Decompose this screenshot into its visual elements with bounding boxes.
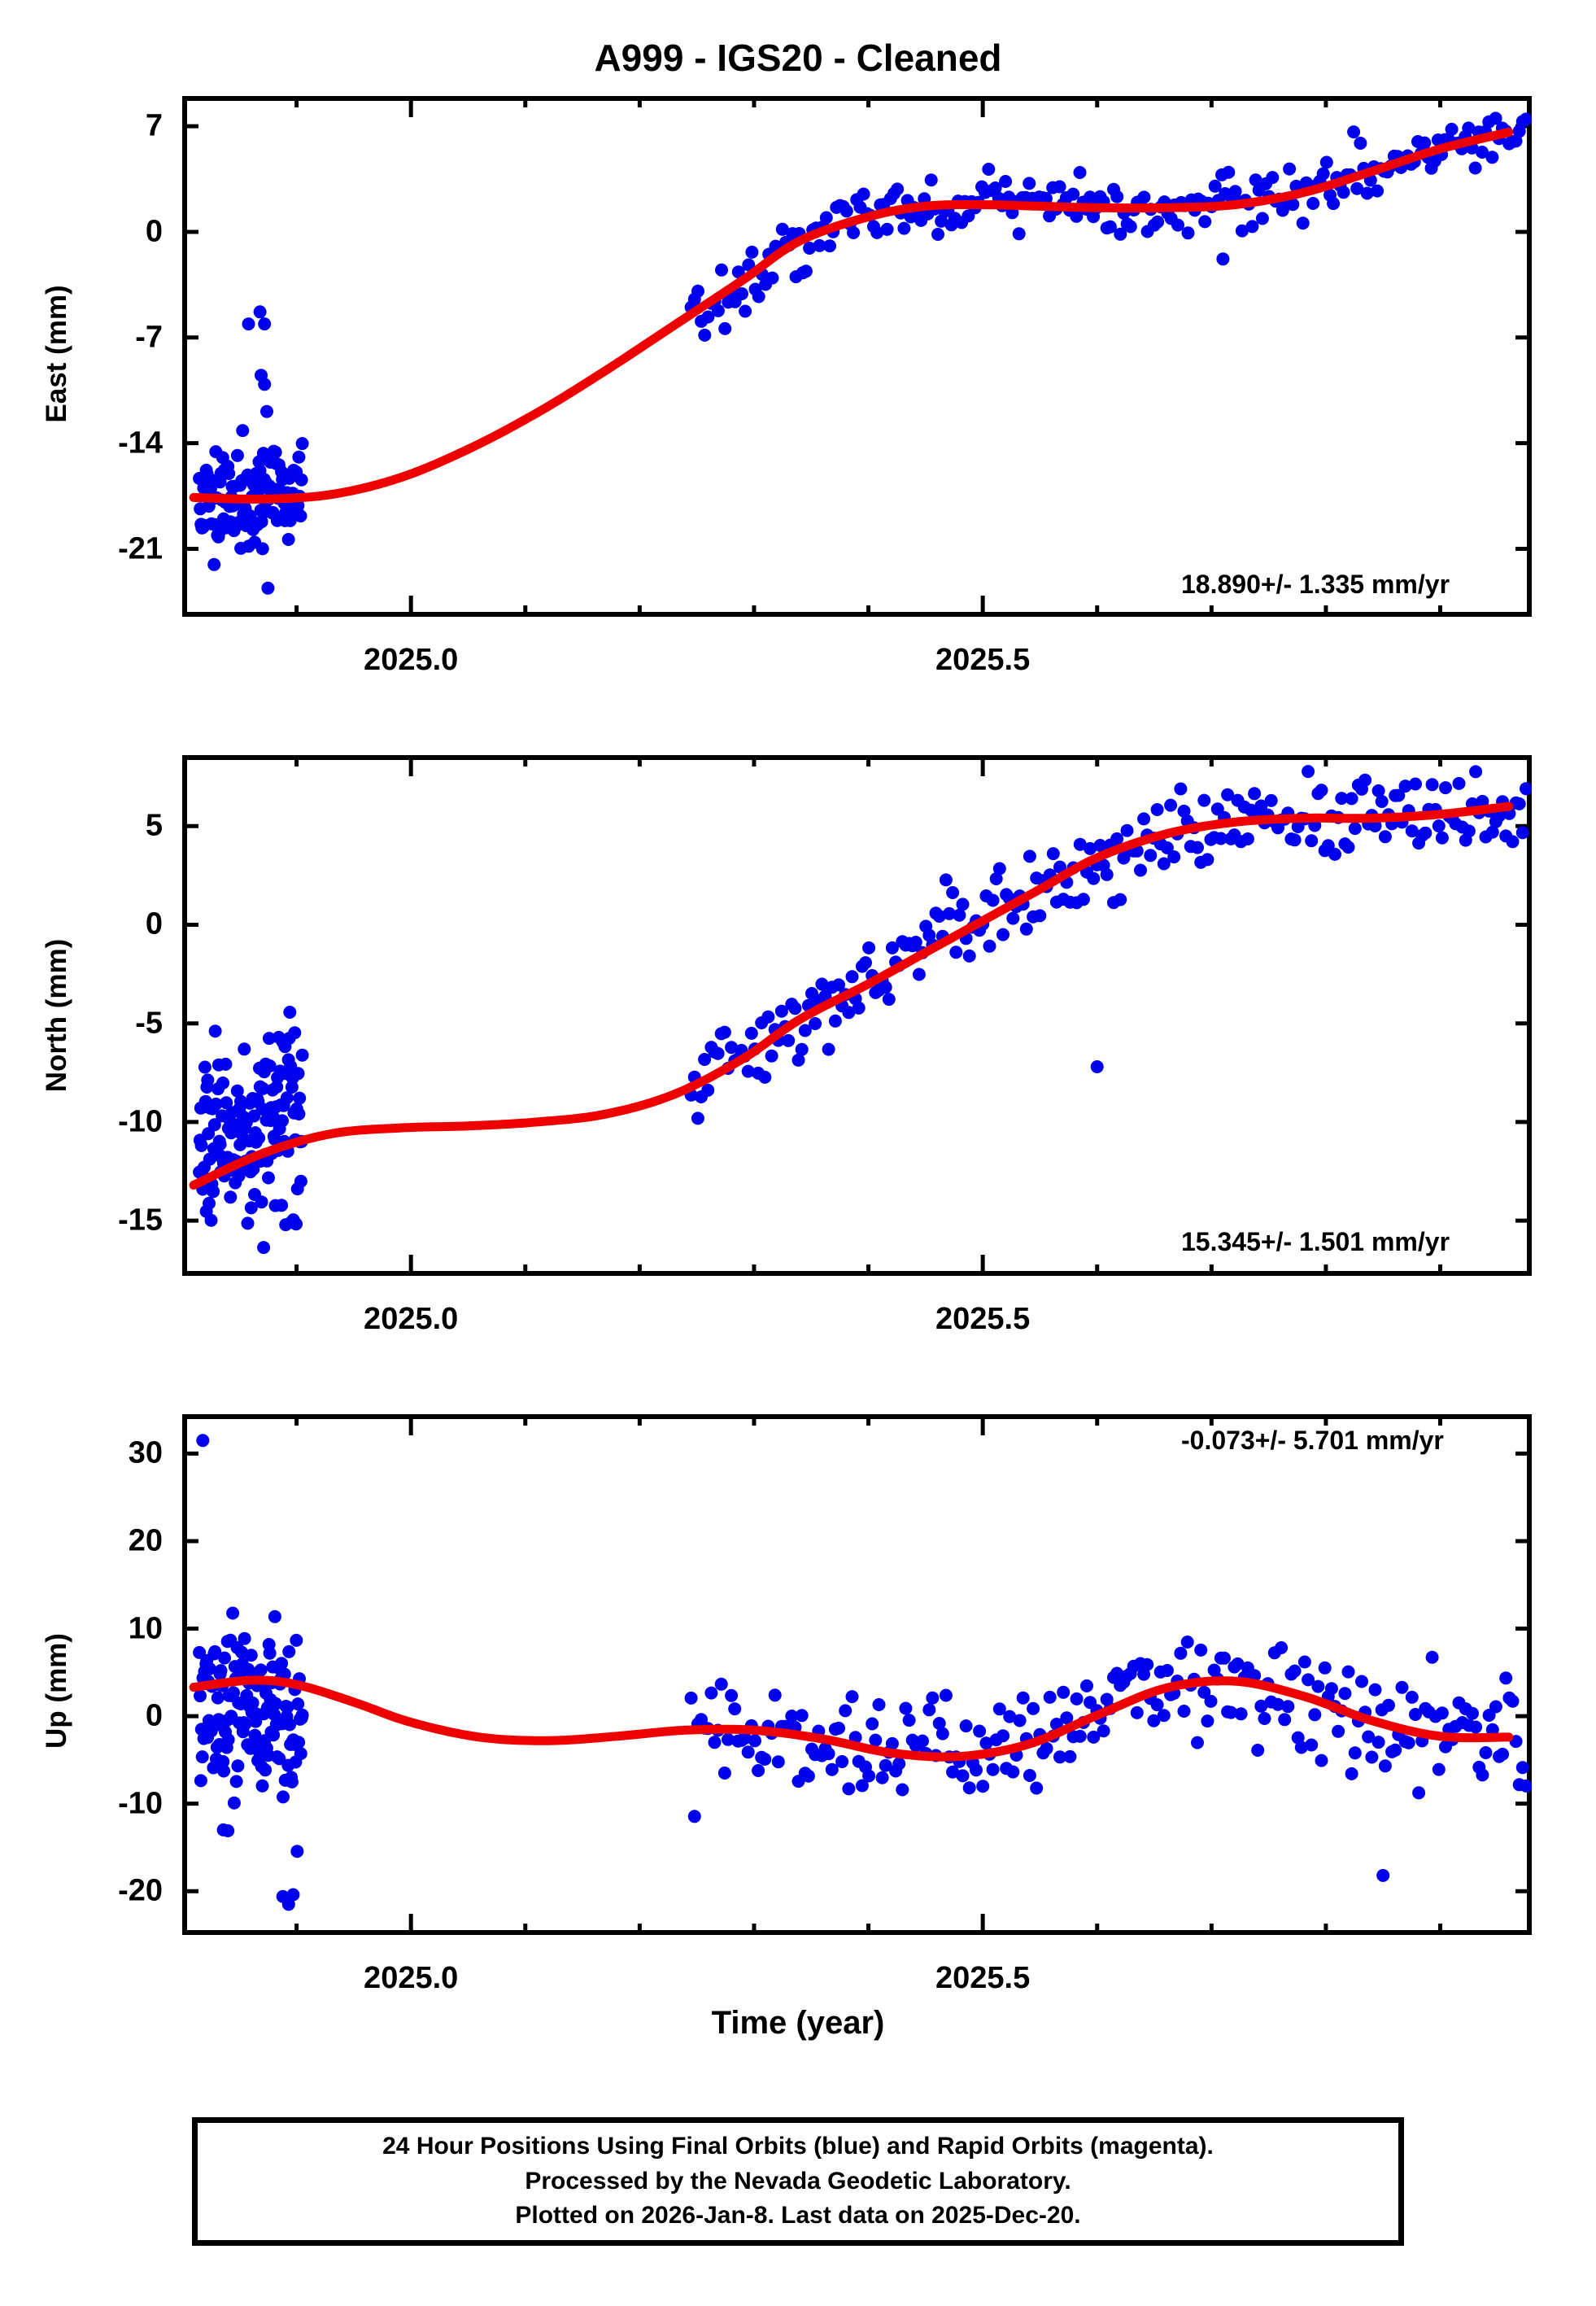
ytick-label: 20: [128, 1523, 163, 1558]
panel-east: [182, 96, 1532, 617]
ytick-label: -14: [118, 426, 163, 461]
ytick-label: 7: [145, 108, 163, 143]
ytick-label: -10: [118, 1104, 163, 1139]
panel-up: [182, 1414, 1532, 1935]
panel-up-plot-area: [182, 1414, 1532, 1935]
xtick-label: 2025.5: [935, 1302, 1031, 1336]
ytick-label: -20: [118, 1873, 163, 1908]
axis-ticks: [182, 96, 1532, 617]
trend-line: [189, 801, 1514, 1190]
panel-east-plot-area: [182, 96, 1532, 617]
ytick-label: 0: [145, 1698, 163, 1733]
ytick-label: -7: [135, 320, 163, 355]
data-points: [193, 765, 1532, 1255]
xtick-label: 2025.0: [364, 1302, 459, 1336]
xtick-label: 2025.0: [364, 643, 459, 677]
ytick-label: 0: [145, 906, 163, 941]
panel-north-plot-area: [182, 755, 1532, 1276]
axis-ticks: [182, 1414, 1532, 1935]
xtick-label: 2025.5: [935, 1961, 1031, 1995]
panel-north: [182, 755, 1532, 1276]
xtick-label: 2025.5: [935, 643, 1031, 677]
footer-line-3: Plotted on 2026-Jan-8. Last data on 2025…: [515, 2202, 1081, 2230]
ytick-label: -21: [118, 531, 163, 566]
page-title: A999 - IGS20 - Cleaned: [594, 37, 1002, 79]
ytick-label: 0: [145, 214, 163, 249]
footer-line-2: Processed by the Nevada Geodetic Laborat…: [525, 2167, 1071, 2195]
panel-north-rate-annotation: 15.345+/- 1.501 mm/yr: [1181, 1227, 1450, 1256]
panel-east-rate-annotation: 18.890+/- 1.335 mm/yr: [1181, 570, 1450, 599]
ytick-label: 5: [145, 808, 163, 843]
x-axis-title: Time (year): [711, 2005, 885, 2041]
ytick-label: 30: [128, 1435, 163, 1470]
trend-line: [189, 128, 1514, 504]
xtick-label: 2025.0: [364, 1961, 459, 1995]
footer-caption-box: 24 Hour Positions Using Final Orbits (bl…: [192, 2117, 1404, 2246]
ytick-label: -15: [118, 1203, 163, 1238]
footer-line-1: 24 Hour Positions Using Final Orbits (bl…: [382, 2133, 1214, 2160]
axis-ticks: [182, 755, 1532, 1276]
panel-up-rate-annotation: -0.073+/- 5.701 mm/yr: [1181, 1426, 1444, 1455]
ytick-label: -10: [118, 1786, 163, 1821]
ytick-label: -5: [135, 1006, 163, 1041]
trend-line: [189, 1675, 1514, 1762]
ytick-label: 10: [128, 1611, 163, 1646]
data-points: [193, 1434, 1532, 1911]
